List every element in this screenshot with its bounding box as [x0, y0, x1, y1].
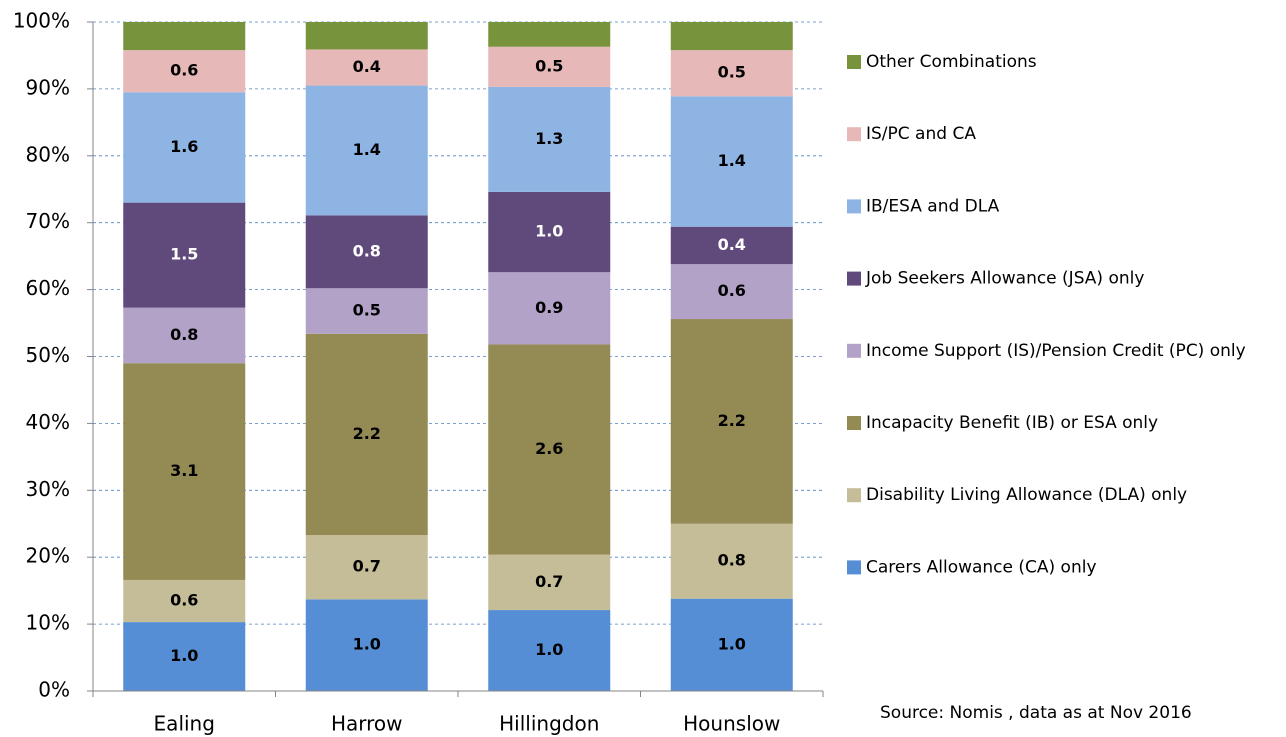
- bar-segment: [670, 226, 793, 265]
- bar-segment: [670, 22, 793, 51]
- bar-segment: [488, 86, 611, 192]
- legend-label: Income Support (IS)/Pension Credit (PC) …: [866, 341, 1246, 361]
- data-label: 0.8: [353, 241, 381, 260]
- x-tick-label: Harrow: [331, 712, 403, 736]
- bar-segment: [488, 191, 611, 273]
- legend-label: Carers Allowance (CA) only: [866, 557, 1097, 577]
- data-label: 0.6: [170, 61, 198, 80]
- y-tick-label: 20%: [26, 544, 70, 568]
- data-label: 1.4: [718, 151, 746, 170]
- bar-segment: [305, 288, 428, 334]
- data-label: 0.7: [353, 557, 381, 576]
- data-label: 0.8: [170, 325, 198, 344]
- data-label: 1.0: [535, 222, 563, 241]
- y-tick-label: 60%: [26, 276, 70, 300]
- data-label: 1.5: [170, 245, 198, 264]
- data-label: 1.6: [170, 137, 198, 156]
- legend-swatch: [847, 127, 861, 142]
- legend-label: Other Combinations: [866, 52, 1037, 72]
- bar-segment: [123, 92, 246, 203]
- bar-segment: [305, 599, 428, 691]
- x-tick-label: Hounslow: [683, 712, 780, 736]
- bar-segment: [305, 535, 428, 600]
- data-label: 0.5: [535, 56, 563, 75]
- legend-label: Disability Living Allowance (DLA) only: [866, 485, 1187, 505]
- data-label: 2.6: [535, 439, 563, 458]
- data-label: 2.2: [718, 411, 746, 430]
- legend-swatch: [847, 199, 861, 214]
- legend-label: IS/PC and CA: [866, 124, 976, 144]
- bar-segment: [123, 363, 246, 580]
- legend-swatch: [847, 416, 861, 430]
- y-tick-label: 100%: [13, 9, 70, 33]
- bar-segment: [123, 50, 246, 93]
- data-label: 0.4: [718, 235, 746, 254]
- data-label: 0.7: [535, 572, 563, 591]
- legend-label: Incapacity Benefit (IB) or ESA only: [866, 413, 1158, 433]
- x-tick-label: Hillingdon: [499, 712, 599, 736]
- bar-segment: [488, 610, 611, 691]
- bar-segment: [488, 22, 611, 47]
- bar-segment: [305, 215, 428, 289]
- bar-segment: [488, 272, 611, 345]
- bar-segment: [123, 579, 246, 623]
- bar-segment: [670, 264, 793, 320]
- data-label: 0.9: [535, 298, 563, 317]
- bar-segment: [670, 96, 793, 227]
- data-label: 0.6: [170, 591, 198, 610]
- y-tick-label: 90%: [26, 75, 70, 99]
- bar-segment: [123, 307, 246, 364]
- bar-segment: [123, 22, 246, 51]
- x-tick-label: Ealing: [154, 712, 215, 736]
- bar-segment: [488, 46, 611, 87]
- y-tick-label: 80%: [26, 142, 70, 166]
- data-label: 3.1: [170, 461, 198, 480]
- data-label: 1.3: [535, 129, 563, 148]
- bar-segment: [670, 50, 793, 97]
- y-tick-label: 50%: [26, 343, 70, 367]
- bar-segment: [670, 598, 793, 691]
- bar-segment: [305, 49, 428, 86]
- y-tick-label: 10%: [26, 611, 70, 635]
- y-tick-label: 40%: [26, 410, 70, 434]
- y-tick-label: 70%: [26, 209, 70, 233]
- data-label: 0.4: [353, 57, 381, 76]
- bar-segment: [488, 344, 611, 555]
- data-label: 1.0: [535, 640, 563, 659]
- data-label: 2.2: [353, 424, 381, 443]
- legend-label: Job Seekers Allowance (JSA) only: [865, 269, 1144, 289]
- bar-segment: [305, 85, 428, 216]
- data-label: 1.0: [353, 635, 381, 654]
- y-tick-label: 0%: [38, 678, 70, 702]
- bar-segment: [488, 554, 611, 611]
- bar-segment: [123, 622, 246, 691]
- data-label: 1.0: [170, 646, 198, 665]
- data-label: 1.0: [718, 634, 746, 653]
- data-label: 1.4: [353, 140, 381, 159]
- legend-swatch: [847, 343, 861, 358]
- source-note: Source: Nomis , data as at Nov 2016: [880, 703, 1192, 723]
- legend-label: IB/ESA and DLA: [866, 196, 1000, 216]
- bar-segment: [123, 202, 246, 308]
- legend-swatch: [847, 560, 861, 575]
- legend-swatch: [847, 488, 861, 503]
- data-label: 0.8: [718, 551, 746, 570]
- bar-segment: [670, 523, 793, 599]
- data-label: 0.5: [718, 63, 746, 82]
- data-label: 0.6: [718, 281, 746, 300]
- legend-swatch: [847, 55, 861, 69]
- bar-segment: [670, 319, 793, 524]
- legend-swatch: [847, 271, 861, 286]
- y-tick-label: 30%: [26, 477, 70, 501]
- bar-segment: [305, 22, 428, 50]
- data-label: 0.5: [353, 301, 381, 320]
- bar-segment: [305, 333, 428, 536]
